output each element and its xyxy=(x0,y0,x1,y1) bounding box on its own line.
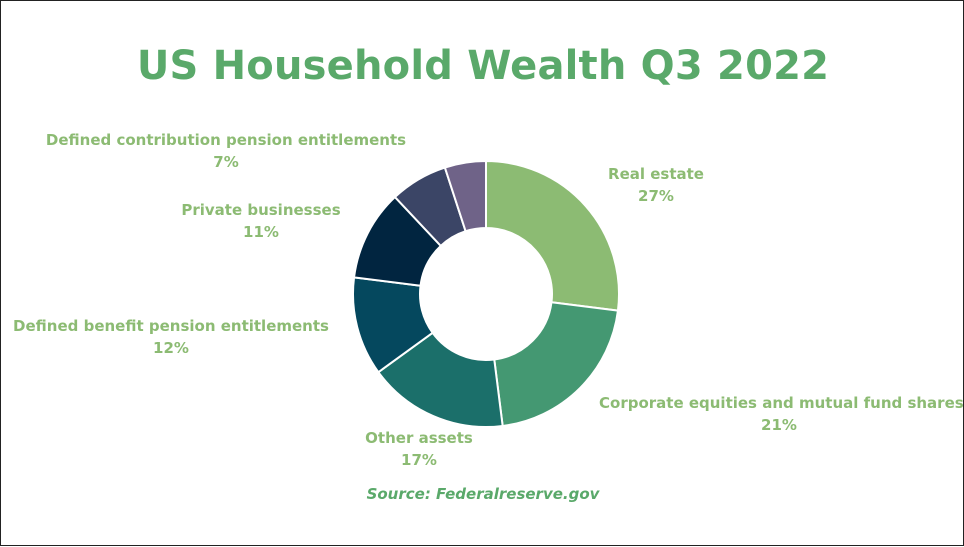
label-other-assets: Other assets 17% xyxy=(349,427,489,471)
slice-label: Private businesses xyxy=(181,201,341,219)
slice-value-label: 12% xyxy=(153,339,189,357)
slice-label: Defined contribution pension entitlement… xyxy=(45,131,407,149)
label-corporate-equities: Corporate equities and mutual fund share… xyxy=(599,392,964,436)
donut-slice-6 xyxy=(443,159,487,233)
chart-title: US Household Wealth Q3 2022 xyxy=(136,43,830,89)
source-note: Source: Federalreserve.gov xyxy=(366,485,600,503)
label-private-businesses: Private businesses 11% xyxy=(171,199,351,243)
slice-value-label: 17% xyxy=(401,451,437,469)
slice-value-label: 7% xyxy=(213,153,239,171)
slice-value-label: 27% xyxy=(638,187,674,205)
label-defined-benefit: Defined benefit pension entitlements 12% xyxy=(11,315,331,359)
label-real-estate: Real estate 27% xyxy=(601,163,711,207)
slice-label: Other assets xyxy=(365,429,473,447)
donut-slice-1 xyxy=(493,301,620,428)
slice-label: Defined benefit pension entitlements xyxy=(13,317,329,335)
slice-label: Real estate xyxy=(608,165,704,183)
slice-label: Corporate equities and mutual fund share… xyxy=(599,394,964,412)
slice-value-label: 11% xyxy=(243,223,279,241)
slice-value-label: 21% xyxy=(761,416,797,434)
label-defined-contribution: Defined contribution pension entitlement… xyxy=(41,129,411,173)
donut-slice-0 xyxy=(485,159,620,312)
